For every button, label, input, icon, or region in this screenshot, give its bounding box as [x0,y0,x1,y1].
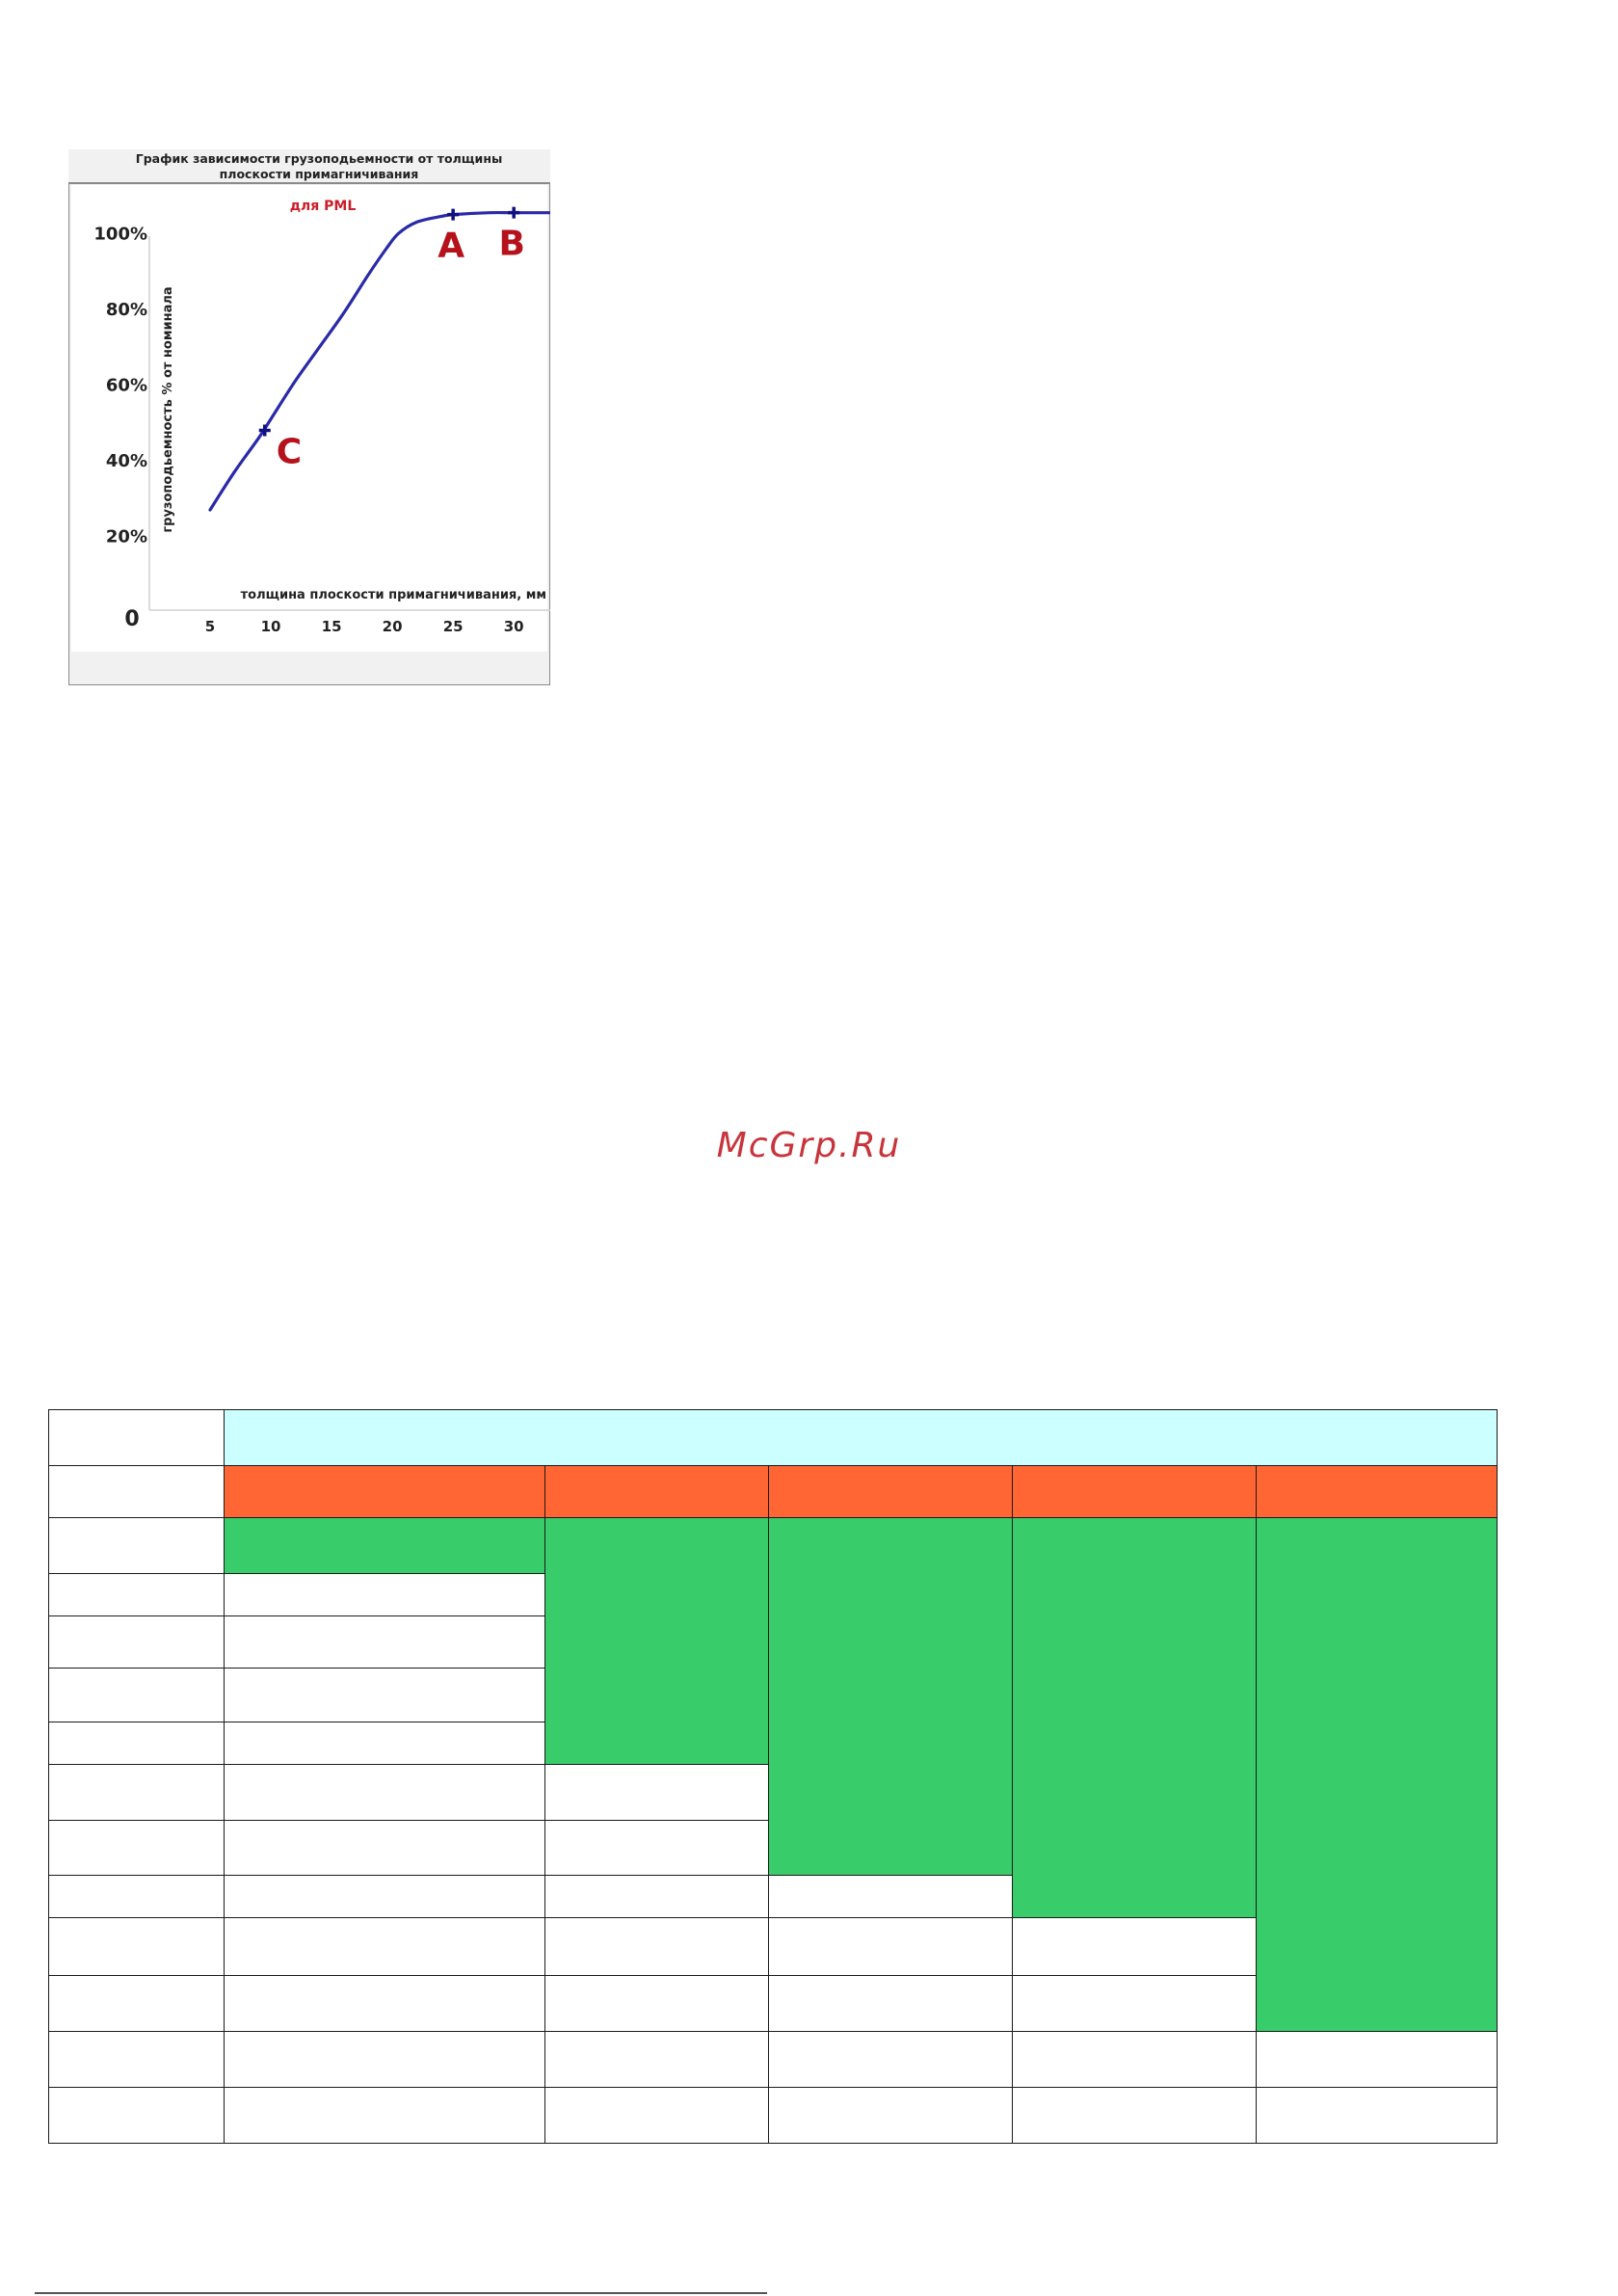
header-cell-span [223,1408,1499,1467]
y-tick-labels: 20% 40% 60% 80% 100% [93,224,147,547]
table-cell [544,1517,769,1766]
model-header-2 [544,1465,769,1519]
table-cell [1255,1517,1499,2032]
annotation-marker-a [447,208,460,221]
row-label [48,2030,225,2088]
x-tick-label: 30 [504,618,524,635]
row-label [48,1974,225,2032]
row-label [48,1874,225,1918]
table-cell [544,1764,769,1822]
table-cell [544,1820,769,1876]
row-label [48,1615,225,1669]
table-cell [224,1573,545,1617]
table-cell [768,1916,1013,1976]
y-tick-label: 100% [93,224,147,244]
x-tick-label: 10 [261,618,281,635]
annotation-label-b: B [498,225,524,264]
annotation-label-a: A [438,227,464,266]
table-cell [224,1916,545,1976]
chart-frame [68,182,550,685]
chart-subtitle: для PML [290,199,357,214]
table-cell [544,2030,769,2088]
row-label [48,1668,225,1723]
compatibility-table [48,1408,1499,2145]
table-cell [224,1668,545,1723]
x-tick-label: 15 [322,618,342,635]
table-cell [1012,1974,1257,2032]
point-annotations: A B C [258,206,525,471]
table-cell [768,1974,1013,2032]
row-label [48,2086,225,2145]
header-cell-corner [48,1408,225,1467]
table-cell [1012,1517,1257,1918]
table-cell [1255,2086,1499,2145]
table-cell [224,2030,545,2088]
annotation-label-c: C [277,432,302,471]
table-cell [768,2086,1013,2145]
model-header-4 [1012,1465,1257,1519]
x-tick-label: 20 [383,618,403,635]
x-axis-label: толщина плоскости примагничивания, мм [241,588,546,602]
table-cell [224,1974,545,2032]
table-cell [544,2086,769,2145]
table-cell [224,1615,545,1669]
x-tick-label: 5 [205,618,215,635]
row-label [48,1820,225,1876]
table-cell [224,1764,545,1822]
footer-divider [35,2292,767,2294]
table-cell [224,1874,545,1918]
table-cell [224,2086,545,2145]
table-cell [768,2030,1013,2088]
model-header-3 [768,1465,1013,1519]
table-cell [1255,2030,1499,2088]
origin-label: 0 [124,607,139,631]
table-cell [224,1722,545,1766]
chart-title-line-1: График зависимости грузоподьемности от т… [136,151,503,166]
x-tick-label: 25 [443,618,464,635]
plot-background [71,185,547,652]
y-tick-label: 20% [106,526,147,547]
chart-figure: График зависимости грузоподьемности от т… [68,149,550,685]
x-tick-labels: 5 10 15 20 25 30 [205,618,524,635]
annotation-marker-b [508,206,520,219]
table-cell [1012,1916,1257,1976]
table-cell [544,1874,769,1918]
table-cell [768,1874,1013,1918]
y-tick-label: 40% [106,451,147,471]
row-label [48,1764,225,1822]
table-cell [544,1916,769,1976]
table-cell [768,1517,1013,1876]
row-label [48,1573,225,1617]
y-tick-label: 80% [106,300,147,320]
table-cell [1012,2030,1257,2088]
annotation-marker-c [258,424,271,437]
row-label [48,1916,225,1976]
table-cell [544,1974,769,2032]
load-capacity-chart: График зависимости грузоподьемности от т… [68,151,550,685]
row-label [48,1517,225,1575]
watermark: McGrp.Ru [716,1126,902,1165]
model-header-1 [224,1465,545,1519]
header-row-label [48,1465,225,1519]
table-cell [224,1517,545,1575]
y-tick-label: 60% [106,375,147,395]
model-header-5 [1255,1465,1499,1519]
chart-title-line-2: плоскости примагничивания [220,167,419,181]
table-cell [224,1820,545,1876]
y-axis-label: грузоподьемность % от номинала [161,286,175,532]
table-cell [1012,2086,1257,2145]
row-label [48,1722,225,1766]
